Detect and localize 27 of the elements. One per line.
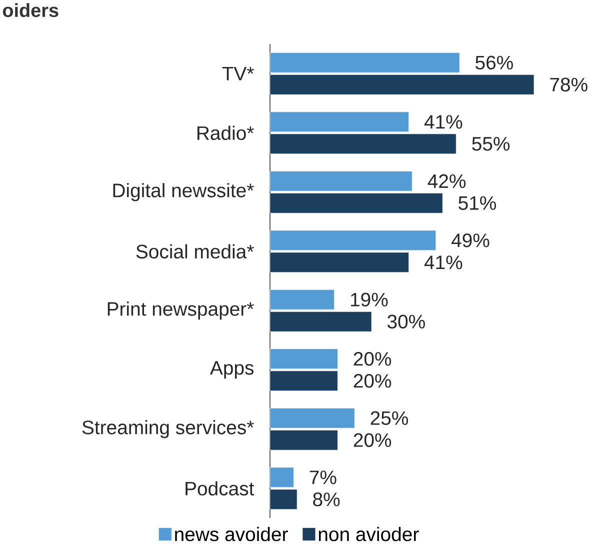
data-label: 78% <box>550 78 588 92</box>
data-label: 55% <box>472 137 510 151</box>
legend-label: non avioder <box>318 526 419 542</box>
y-tick-label: TV* <box>222 66 254 80</box>
legend-label: news avoider <box>175 526 288 542</box>
data-label: 30% <box>387 314 425 328</box>
data-label: 56% <box>476 56 513 70</box>
y-tick-label: Digital newssite* <box>113 183 254 202</box>
text: oiders <box>2 3 58 18</box>
y-tick-label: Social media* <box>136 244 254 258</box>
data-label: 41% <box>424 115 462 129</box>
data-label: 7% <box>310 470 336 484</box>
data-label: 20% <box>354 352 392 366</box>
y-tick-label: Radio* <box>198 126 254 140</box>
data-label: 19% <box>350 292 388 306</box>
y-tick-label: Streaming services* <box>82 420 254 438</box>
data-label: 51% <box>458 196 496 210</box>
data-label: 49% <box>452 233 490 248</box>
data-label: 41% <box>424 256 462 270</box>
data-label: 8% <box>313 492 340 506</box>
data-label: 25% <box>370 411 408 425</box>
y-tick-label: Podcast <box>186 481 254 496</box>
y-tick-label: Apps <box>210 361 254 379</box>
y-tick-label: Print newspaper* <box>108 302 254 320</box>
data-label: 42% <box>428 174 466 188</box>
data-label: 20% <box>354 433 392 447</box>
data-label: 20% <box>354 374 392 388</box>
